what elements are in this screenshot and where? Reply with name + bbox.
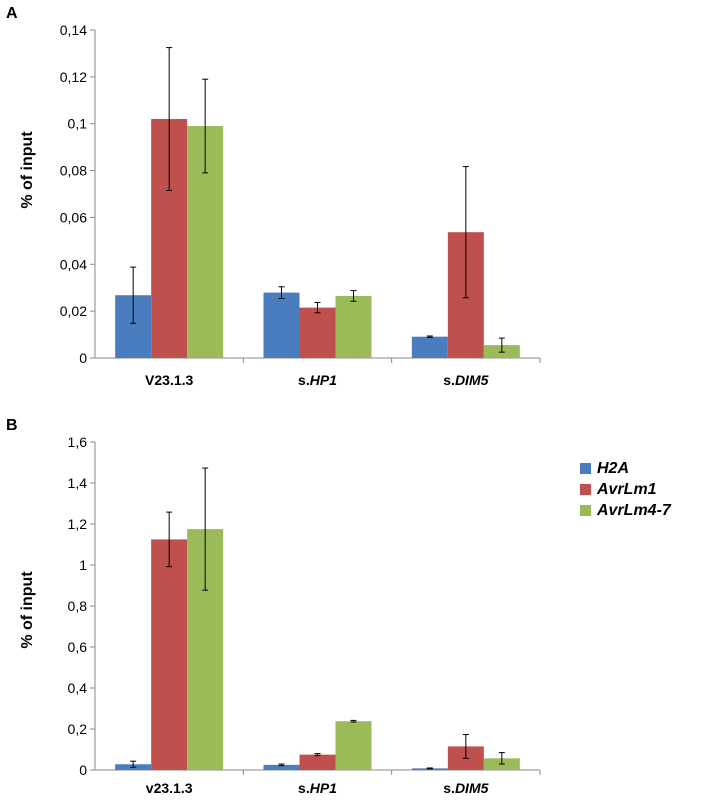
panel-a-label: A bbox=[6, 5, 18, 22]
panel-a: A % of input 0 0,02 0,04 0,06 0,08 0,1 0,12 0,1… bbox=[6, 5, 541, 388]
y-tick-label: 0,4 bbox=[68, 680, 88, 696]
bar-avrlm1 bbox=[299, 754, 336, 770]
bar-avrlm1 bbox=[151, 539, 188, 770]
y-tick-label: 0,8 bbox=[68, 598, 88, 614]
y-tick-label: 0,06 bbox=[60, 209, 87, 225]
panel-b: B % of input 0 0,2 0,4 0,6 0,8 1 1,2 1,4 1,6 v23.… bbox=[6, 417, 541, 796]
y-tick-label: 0 bbox=[79, 350, 87, 366]
legend-swatch-h2a bbox=[580, 463, 591, 474]
y-tick-label: 0,12 bbox=[60, 69, 87, 85]
y-tick-label: 1,4 bbox=[68, 475, 88, 491]
x-category-label: s.DIM5 bbox=[443, 372, 488, 388]
panel-b-y-axis-label: % of input bbox=[19, 571, 36, 649]
y-tick-label: 0,2 bbox=[68, 721, 88, 737]
y-tick-label: 0 bbox=[79, 762, 87, 778]
legend-label-h2a: H2A bbox=[597, 460, 629, 477]
y-tick-label: 0,02 bbox=[60, 303, 87, 319]
legend-swatch-avrlm1 bbox=[580, 484, 591, 495]
bar-avrlm4-7 bbox=[335, 721, 372, 770]
x-category-label: v23.1.3 bbox=[146, 780, 193, 796]
x-category-label: s.HP1 bbox=[298, 780, 337, 796]
x-category-label: V23.1.3 bbox=[145, 372, 193, 388]
bar-avrlm1 bbox=[299, 307, 336, 358]
x-category-label: s.DIM5 bbox=[443, 780, 488, 796]
y-tick-label: 0,08 bbox=[60, 163, 87, 179]
y-tick-label: 1 bbox=[79, 557, 87, 573]
y-tick-label: 0,14 bbox=[60, 22, 87, 38]
bar-avrlm4-7 bbox=[335, 295, 372, 358]
y-tick-label: 0,04 bbox=[60, 256, 87, 272]
panel-a-y-axis-label: % of input bbox=[19, 131, 36, 209]
legend-label-avrlm4-7: AvrLm4-7 bbox=[596, 502, 672, 519]
legend-label-avrlm1: AvrLm1 bbox=[596, 481, 657, 498]
bar-h2a bbox=[263, 292, 300, 358]
x-category-label: s.HP1 bbox=[298, 372, 337, 388]
panel-b-label: B bbox=[6, 417, 18, 434]
y-tick-label: 0,1 bbox=[68, 116, 88, 132]
bar-h2a bbox=[263, 764, 300, 770]
y-tick-label: 1,6 bbox=[68, 434, 88, 450]
y-tick-label: 0,6 bbox=[68, 639, 88, 655]
bar-h2a bbox=[411, 336, 448, 358]
legend: H2A AvrLm1 AvrLm4-7 bbox=[580, 460, 672, 519]
y-tick-label: 1,2 bbox=[68, 516, 88, 532]
legend-swatch-avrlm4-7 bbox=[580, 505, 591, 516]
